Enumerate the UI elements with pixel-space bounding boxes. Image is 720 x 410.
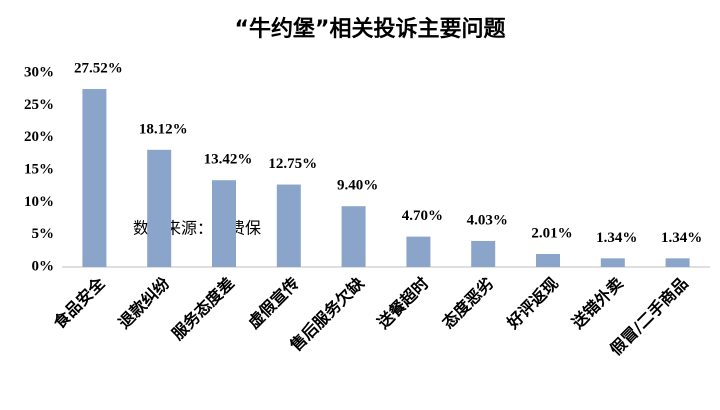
value-label: 13.42% — [204, 152, 253, 168]
value-label: 27.52% — [74, 60, 123, 76]
x-tick-label: 食品安全 — [49, 273, 109, 333]
bar — [600, 258, 625, 267]
x-tick-label: 服务态度差 — [168, 274, 238, 344]
y-tick-label: 15% — [24, 161, 54, 177]
x-tick-label: 送错外卖 — [567, 274, 626, 333]
value-label: 1.34% — [596, 230, 637, 246]
value-label: 18.12% — [139, 121, 188, 137]
bar — [471, 240, 496, 267]
value-label: 2.01% — [531, 225, 572, 241]
chart-title: “牛约堡”相关投诉主要问题 — [235, 16, 507, 42]
x-tick-label: 态度恶劣 — [439, 274, 498, 333]
value-label: 9.40% — [337, 178, 378, 194]
bar — [406, 236, 431, 267]
value-label: 1.34% — [661, 230, 702, 246]
y-tick-label: 25% — [24, 97, 54, 113]
bar — [665, 258, 690, 267]
bar — [536, 254, 560, 267]
x-tick-label: 退款纠纷 — [115, 274, 174, 333]
value-label: 12.75% — [268, 156, 317, 172]
y-tick-label: 30% — [24, 64, 54, 80]
bar — [341, 206, 366, 267]
value-label: 4.03% — [467, 212, 508, 228]
x-tick-label: 虚假宣传 — [244, 274, 303, 333]
bar — [82, 89, 107, 268]
bar — [147, 149, 172, 267]
y-tick-label: 20% — [24, 129, 54, 145]
y-tick-label: 10% — [24, 194, 54, 210]
x-tick-label: 送餐超时 — [373, 274, 432, 333]
bar — [212, 180, 236, 267]
y-tick-label: 5% — [32, 226, 55, 242]
value-label: 4.70% — [402, 208, 443, 224]
x-tick-label: 好评返现 — [503, 274, 562, 333]
bar — [276, 184, 301, 267]
y-tick-label: 0% — [32, 258, 55, 274]
